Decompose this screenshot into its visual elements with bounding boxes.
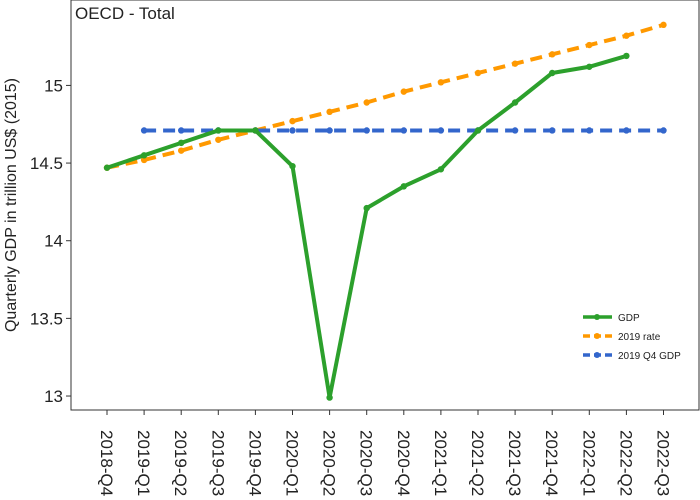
x-tick-label: 2020-Q2: [320, 430, 339, 496]
data-point: [511, 127, 519, 134]
x-tick-label: 2018-Q4: [97, 430, 116, 496]
legend-marker: [594, 333, 600, 339]
data-point: [623, 52, 630, 60]
data-point: [400, 88, 407, 95]
data-point: [549, 51, 556, 58]
legend-marker: [594, 314, 600, 320]
data-point: [474, 69, 482, 77]
y-axis: 13 13.5 14 14.5 15: [30, 76, 71, 406]
y-tick-label: 13.5: [30, 309, 63, 328]
data-point: [437, 127, 445, 134]
x-tick-label: 2021-Q3: [505, 430, 524, 496]
x-tick-label: 2019-Q3: [208, 430, 227, 496]
data-point: [103, 164, 111, 171]
legend-label: 2019 Q4 GDP: [618, 351, 681, 362]
data-point: [326, 394, 333, 401]
y-tick-label: 14.5: [30, 154, 63, 173]
data-point: [586, 63, 593, 70]
legend-label: GDP: [618, 313, 640, 324]
x-tick-label: 2022-Q2: [616, 430, 635, 496]
data-point: [252, 127, 259, 134]
data-point: [511, 60, 519, 67]
y-axis-title: Quarterly GDP in trillion US$ (2015): [3, 78, 20, 332]
y-tick-label: 15: [44, 76, 63, 95]
data-point: [178, 147, 185, 154]
series-layer: [103, 21, 667, 401]
chart-title: OECD - Total: [75, 4, 175, 23]
legend: GDP 2019 rate 2019 Q4 GDP: [583, 313, 681, 362]
x-tick-label: 2019-Q2: [171, 430, 190, 496]
data-point: [326, 108, 333, 116]
series-gdp: [103, 52, 630, 401]
data-point: [400, 183, 407, 190]
data-point: [437, 79, 445, 86]
data-point: [623, 127, 630, 134]
data-point: [586, 127, 593, 134]
data-point: [363, 99, 370, 106]
data-point: [549, 127, 556, 134]
x-tick-label: 2020-Q4: [394, 430, 413, 496]
plot-area: [70, 0, 700, 411]
data-point: [660, 21, 667, 29]
x-tick-label: 2022-Q3: [654, 430, 673, 496]
data-point: [437, 166, 445, 173]
data-point: [178, 139, 185, 147]
data-point: [289, 127, 296, 134]
data-point: [215, 127, 222, 134]
data-point: [474, 127, 482, 134]
x-tick-label: 2019-Q1: [134, 430, 153, 496]
data-point: [549, 69, 556, 77]
y-tick-label: 14: [44, 232, 63, 251]
x-axis: 2018-Q4 2019-Q1 2019-Q2 2019-Q3 2019-Q4 2020-…: [97, 410, 673, 496]
x-tick-label: 2020-Q3: [357, 430, 376, 496]
legend-marker: [594, 352, 600, 358]
data-point: [289, 162, 296, 170]
data-point: [215, 136, 222, 143]
data-point: [140, 152, 148, 159]
data-point: [289, 117, 296, 125]
data-point: [326, 127, 333, 134]
data-point: [586, 41, 593, 49]
data-point: [363, 127, 370, 134]
x-tick-label: 2021-Q2: [468, 430, 487, 496]
data-point: [623, 32, 630, 39]
x-tick-label: 2021-Q1: [431, 430, 450, 496]
data-point: [363, 204, 370, 212]
legend-label: 2019 rate: [618, 332, 661, 343]
series-2019-rate: [103, 21, 667, 171]
data-point: [140, 127, 148, 134]
x-tick-label: 2019-Q4: [245, 430, 264, 496]
data-point: [660, 127, 667, 134]
x-tick-label: 2022-Q1: [579, 430, 598, 496]
data-point: [140, 156, 148, 164]
series-line: [106, 22, 665, 170]
x-tick-label: 2021-Q4: [542, 430, 561, 496]
data-point: [178, 127, 185, 134]
x-tick-label: 2020-Q1: [283, 430, 302, 496]
data-point: [400, 127, 407, 134]
y-tick-label: 13: [44, 387, 63, 406]
data-point: [511, 99, 519, 106]
